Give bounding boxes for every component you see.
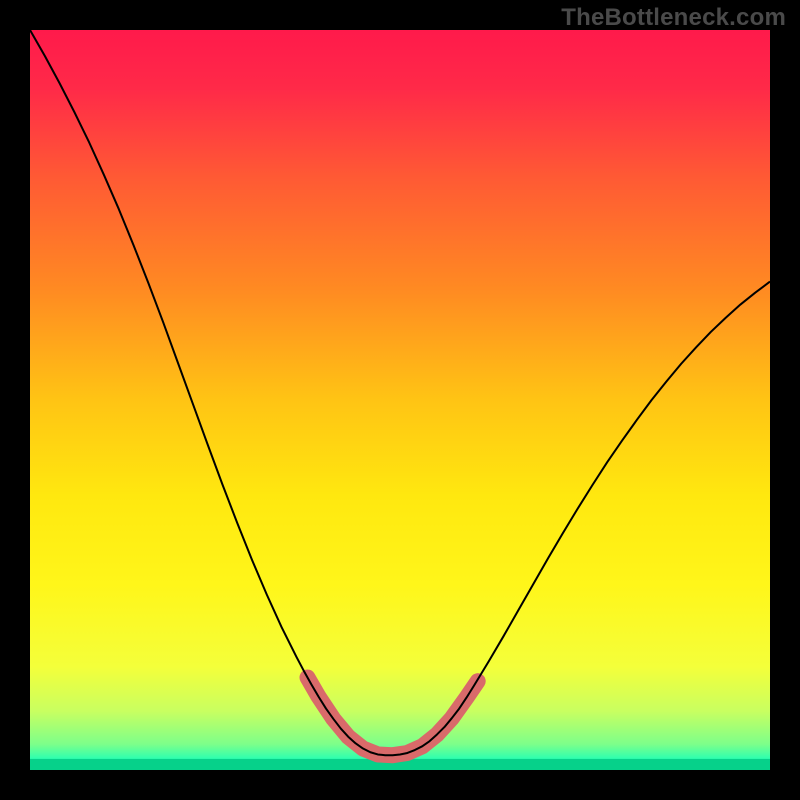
plot-area [30,30,770,770]
plot-svg [30,30,770,770]
watermark-text: TheBottleneck.com [561,4,786,32]
gradient-rect [30,30,770,770]
